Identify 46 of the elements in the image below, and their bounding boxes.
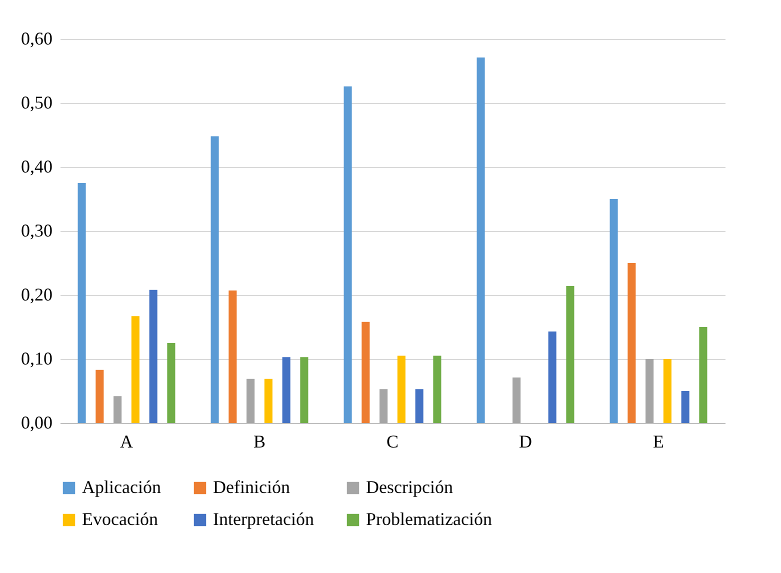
bar xyxy=(149,290,158,423)
y-tick-label: 0,50 xyxy=(21,92,52,112)
y-tick-label: 0,60 xyxy=(21,28,52,48)
bar xyxy=(362,322,370,423)
bar xyxy=(210,136,219,423)
legend-label: Definición xyxy=(213,477,290,497)
bar xyxy=(282,357,290,423)
y-tick-label: 0,10 xyxy=(21,348,52,368)
bar xyxy=(699,327,708,423)
bar xyxy=(512,378,521,423)
bar xyxy=(131,316,140,423)
legend-label: Problematización xyxy=(366,509,492,529)
y-tick-label: 0,20 xyxy=(21,284,52,304)
bar xyxy=(114,396,122,423)
bar xyxy=(566,286,574,423)
bar xyxy=(548,331,556,423)
legend-label: Aplicación xyxy=(82,477,161,497)
x-tick-label: C xyxy=(386,432,399,452)
legend-label: Descripción xyxy=(366,477,453,497)
bar xyxy=(628,263,636,423)
legend-label: Evocación xyxy=(82,509,158,529)
bar xyxy=(397,356,406,423)
x-tick-label: E xyxy=(653,432,664,452)
bar xyxy=(433,356,442,423)
bar xyxy=(681,391,690,423)
bar xyxy=(300,357,308,423)
bar xyxy=(228,290,237,423)
bar xyxy=(380,389,388,423)
x-tick-label: D xyxy=(519,432,532,452)
bar xyxy=(415,389,424,423)
y-tick-label: 0,30 xyxy=(21,220,52,240)
bar xyxy=(344,86,352,423)
bar xyxy=(78,183,86,423)
x-tick-label: A xyxy=(120,432,133,452)
bar xyxy=(167,343,176,423)
bar xyxy=(610,199,618,423)
y-tick-label: 0,40 xyxy=(21,156,52,176)
legend-label: Interpretación xyxy=(213,509,314,529)
bar xyxy=(264,378,272,423)
bar xyxy=(96,370,104,423)
y-tick-label: 0,00 xyxy=(21,412,52,432)
bar xyxy=(663,359,672,423)
x-tick-label: B xyxy=(253,432,266,452)
bar xyxy=(476,58,485,423)
bar xyxy=(646,359,654,423)
bar xyxy=(246,378,255,423)
